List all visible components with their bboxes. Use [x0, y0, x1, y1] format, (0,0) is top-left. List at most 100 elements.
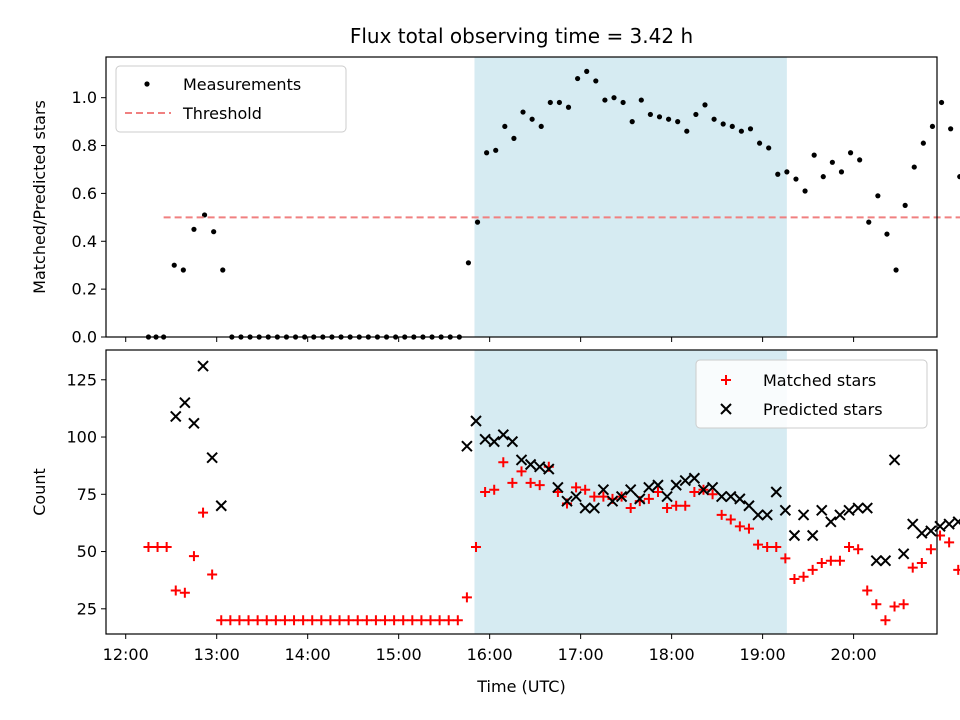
- x-axis-label: Time (UTC): [476, 677, 565, 696]
- predicted-star-point: [752, 509, 764, 521]
- x-tick-label: 15:00: [376, 645, 422, 664]
- measurement-point: [180, 267, 186, 273]
- matched-star-point: [298, 615, 309, 626]
- predicted-star-point: [916, 527, 928, 539]
- matched-star-point: [188, 551, 199, 562]
- predicted-star-point: [479, 433, 491, 446]
- predicted-star-point: [852, 502, 864, 514]
- plot-frame: [105, 349, 938, 635]
- predicted-star-point: [861, 502, 873, 514]
- measurement-point: [171, 262, 177, 268]
- matched-star-point: [780, 553, 791, 564]
- matched-star-point: [662, 503, 673, 514]
- predicted-star-point: [652, 479, 664, 491]
- plot-frame: [105, 56, 938, 338]
- matched-star-point: [844, 541, 855, 552]
- y-tick-label: 0.0: [72, 328, 97, 347]
- predicted-star-point: [788, 529, 801, 542]
- matched-star-point: [689, 487, 700, 497]
- matched-star-point: [471, 541, 482, 552]
- predicted-star-point: [907, 518, 919, 530]
- matched-star-point: [716, 509, 727, 520]
- legend-marker-measurements: [144, 81, 150, 87]
- measurement-point: [829, 159, 835, 165]
- matched-star-point: [461, 592, 472, 603]
- matched-star-point: [862, 585, 873, 596]
- matched-star-point: [289, 615, 300, 626]
- matched-star-point: [834, 555, 845, 566]
- measurement-point: [920, 140, 926, 146]
- y-tick-label: 0.6: [72, 184, 97, 203]
- predicted-star-point: [579, 502, 591, 514]
- measurement-point: [211, 229, 217, 235]
- legend-label-matched: Matched stars: [763, 371, 876, 390]
- y-tick-label: 50: [77, 542, 97, 561]
- measurement-point: [747, 126, 754, 132]
- predicted-star-point: [661, 490, 673, 503]
- predicted-star-point: [825, 516, 837, 528]
- measurement-point: [484, 150, 490, 156]
- measurement-point: [575, 75, 581, 82]
- predicted-star-point: [179, 396, 191, 409]
- matched-star-point: [434, 615, 445, 626]
- matched-star-point: [798, 571, 809, 582]
- matched-star-point: [234, 615, 245, 626]
- chart-title: Flux total observing time = 3.42 h: [350, 24, 693, 48]
- legend-marker-matched: [721, 375, 731, 385]
- matched-star-point: [480, 487, 491, 497]
- matched-star-point: [853, 544, 864, 555]
- matched-star-point: [216, 615, 227, 626]
- matched-star-point: [825, 555, 836, 566]
- measurement-point: [684, 128, 690, 134]
- matched-star-point: [762, 541, 773, 552]
- predicted-star-point: [188, 417, 200, 429]
- matched-star-point: [207, 569, 218, 580]
- matched-star-point: [643, 493, 654, 504]
- y-tick-label: 0.4: [72, 232, 97, 251]
- matched-star-point: [753, 539, 764, 550]
- predicted-star-point: [779, 504, 792, 517]
- measurement-point: [547, 99, 553, 106]
- panel-count: 25 50 75 100 125 12:00 13:00 14:00 15:00 16:00 17:…: [30, 349, 960, 696]
- matched-star-point: [443, 615, 454, 626]
- predicted-star-point: [506, 435, 519, 448]
- predicted-star-point: [943, 518, 955, 530]
- predicted-star-point: [670, 479, 682, 491]
- predicted-star-point: [897, 548, 910, 560]
- predicted-star-point: [770, 486, 782, 498]
- matched-star-point: [789, 574, 800, 585]
- predicted-star-point: [761, 509, 773, 521]
- y-tick-label: 75: [77, 485, 97, 504]
- matched-star-point: [389, 615, 400, 626]
- predicted-star-point: [888, 454, 901, 466]
- matched-star-point: [198, 507, 209, 518]
- matched-star-point: [380, 615, 391, 626]
- predicted-star-point: [806, 529, 819, 542]
- predicted-star-point: [797, 509, 810, 521]
- measurement-point: [620, 99, 626, 106]
- y-tick-label: 100: [66, 428, 97, 447]
- legend: Measurements Threshold: [115, 65, 347, 133]
- matched-star-point: [889, 601, 900, 612]
- predicted-star-point: [643, 481, 655, 494]
- matched-star-point: [871, 599, 882, 610]
- y-tick-label: 125: [66, 370, 97, 389]
- matched-star-point: [334, 615, 345, 626]
- predicted-star-point: [634, 493, 646, 505]
- predicted-star-point: [533, 461, 546, 473]
- measurement-point: [474, 219, 481, 225]
- series-predicted-stars: [170, 360, 960, 567]
- measurement-point: [584, 68, 590, 74]
- predicted-star-point: [570, 490, 582, 503]
- matched-star-point: [343, 615, 354, 626]
- panel-ratio: 0.0 0.2 0.4 0.6 0.8 1.0 Matched/Predicted star…: [30, 24, 960, 347]
- measurement-point: [529, 116, 535, 122]
- matched-star-point: [407, 615, 418, 626]
- predicted-star-point: [206, 451, 218, 464]
- predicted-star-point: [170, 410, 182, 423]
- legend-box: [695, 359, 928, 429]
- measurement-point: [638, 97, 644, 103]
- x-tick-label: 20:00: [831, 645, 877, 664]
- predicted-star-point: [706, 481, 719, 494]
- measurement-point: [948, 126, 954, 132]
